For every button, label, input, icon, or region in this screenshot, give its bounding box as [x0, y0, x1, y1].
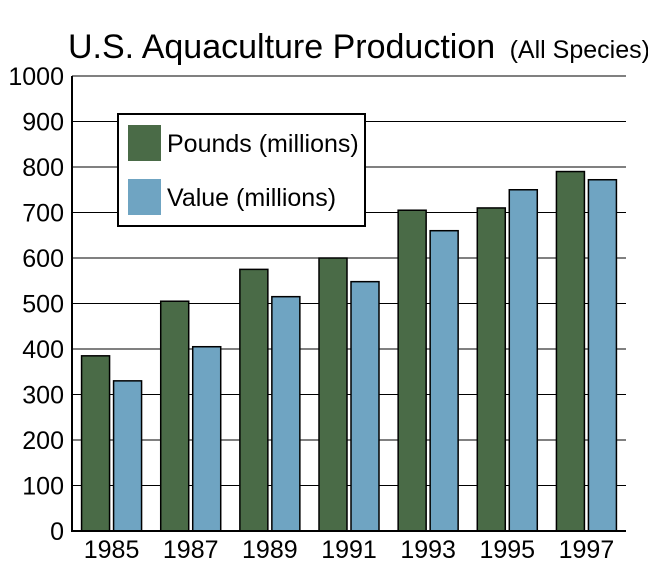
x-tick-label: 1995	[479, 536, 535, 564]
x-axis-ticks: 1985 1987 1989 1991 1993 1995 1997	[84, 536, 614, 564]
y-tick-label: 900	[22, 109, 64, 137]
bar-pounds-1991	[318, 257, 348, 532]
legend-swatch-pounds	[128, 125, 161, 161]
bar-value-1989	[271, 295, 301, 532]
x-tick-label: 1987	[163, 536, 219, 564]
bar-pounds-1993	[397, 209, 427, 532]
x-tick-label: 1997	[559, 536, 615, 564]
legend-label-pounds: Pounds (millions)	[167, 130, 359, 158]
bar-pounds-1985	[80, 355, 111, 532]
bar-value-1995	[508, 189, 539, 532]
axes	[71, 76, 626, 532]
x-tick-label: 1991	[321, 536, 377, 564]
chart-title: U.S. Aquaculture Production (All Species…	[68, 28, 648, 66]
bar-value-1985	[112, 380, 143, 532]
y-tick-label: 600	[22, 245, 64, 273]
legend-label-value: Value (millions)	[167, 184, 336, 212]
y-tick-label: 200	[22, 427, 64, 455]
bar-pounds-1987	[159, 300, 190, 532]
bar-value-1997	[587, 178, 618, 532]
y-tick-label: 1000	[8, 63, 64, 91]
chart-title-sub: (All Species)	[510, 36, 648, 64]
bar-pounds-1995	[476, 207, 507, 532]
legend: Pounds (millions) Value (millions)	[117, 113, 366, 227]
bar-value-1991	[350, 280, 380, 532]
chart-title-main: U.S. Aquaculture Production	[68, 28, 495, 66]
y-tick-label: 700	[22, 200, 64, 228]
bar-pounds-1997	[555, 170, 586, 532]
y-tick-label: 0	[50, 518, 64, 546]
y-tick-label: 800	[22, 154, 64, 182]
x-tick-label: 1989	[242, 536, 298, 564]
bar-value-1993	[429, 229, 459, 532]
y-tick-label: 500	[22, 291, 64, 319]
x-tick-label: 1993	[400, 536, 456, 564]
legend-swatch-value	[128, 179, 161, 215]
bar-pounds-1989	[239, 268, 269, 532]
x-tick-label: 1985	[84, 536, 140, 564]
y-axis-ticks: 0 100 200 300 400 500 600 700 800 900 1000	[8, 63, 64, 546]
y-tick-label: 300	[22, 382, 64, 410]
y-tick-label: 400	[22, 336, 64, 364]
y-tick-label: 100	[22, 473, 64, 501]
bar-value-1987	[191, 345, 222, 532]
